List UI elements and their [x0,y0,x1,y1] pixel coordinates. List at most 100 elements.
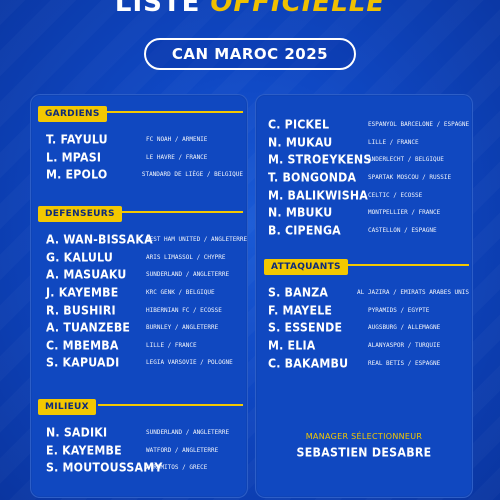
player-name: S. ESSENDE [268,320,343,336]
player-row: A. WAN-BISSAKA WEST HAM UNITED / ANGLETE… [38,231,247,249]
section-milieux-continued: C. PICKEL ESPANYOL BARCELONE / ESPAGNE N… [260,110,470,239]
player-name: M. STROEYKENS [268,152,372,168]
player-row: G. KALULU ARIS LIMASSOL / CHYPRE [38,249,243,267]
player-row: N. SADIKI SUNDERLAND / ANGLETERRE [38,424,243,442]
section-defenseurs: DEFENSEURS A. WAN-BISSAKA WEST HAM UNITE… [38,203,247,372]
right-roster-card [255,94,473,498]
player-list: N. SADIKI SUNDERLAND / ANGLETERRE E. KAY… [38,424,243,477]
player-name: R. BUSHIRI [46,302,116,318]
player-row: S. KAPUADI LEGIA VARSOVIE / POLOGNE [38,354,243,372]
player-club: WEST HAM UNITED / ANGLETERRE [146,236,248,244]
player-row: R. BUSHIRI HIBERNIAN FC / ECOSSE [38,301,243,319]
player-name: S. MOUTOUSSAMY [46,460,163,476]
player-club: CELTIC / ECOSSE [368,191,423,199]
player-row: M. STROEYKENS ANDERLECHT / BELGIQUE [260,151,470,169]
player-club: REAL BETIS / ESPAGNE [368,359,441,367]
player-name: M. EPOLO [46,167,108,183]
section-milieux: MILIEUX N. SADIKI SUNDERLAND / ANGLETERR… [38,396,243,477]
player-row: F. MAYELE PYRAMIDS / EGYPTE [264,302,469,320]
player-name: T. FAYULU [46,132,108,148]
player-list: A. WAN-BISSAKA WEST HAM UNITED / ANGLETE… [38,231,247,372]
section-divider [102,111,243,113]
player-club: AUGSBURG / ALLEMAGNE [368,324,441,332]
player-name: J. KAYEMBE [46,285,119,301]
player-name: C. MBEMBA [46,337,119,353]
title-sub: OFFICIELLE [210,0,386,18]
player-row: M. EPOLO STANDARD DE LIÈGE / BELGIQUE [38,166,243,184]
player-club: CASTELLÓN / ESPAGNE [368,226,437,234]
player-row: N. MUKAU LILLE / FRANCE [260,134,470,152]
section-label-defenseurs: DEFENSEURS [38,206,122,222]
player-club: PYRAMIDS / EGYPTE [368,306,430,314]
player-club: STANDARD DE LIÈGE / BELGIQUE [141,171,243,179]
player-name: B. CIPENGA [268,222,341,238]
player-row: S. BANZA AL JAZIRA / EMIRATS ARABES UNIS [264,284,469,302]
manager-name: SEBASTIEN DESABRE [296,445,432,460]
player-club: LE HAVRE / FRANCE [146,153,208,161]
player-row: A. MASUAKU SUNDERLAND / ANGLETERRE [38,266,243,284]
page-title: LISTE OFFICIELLE [0,0,500,18]
player-name: N. MUKAU [268,134,333,150]
player-row: B. CIPENGA CASTELLÓN / ESPAGNE [260,222,470,240]
section-divider [348,264,469,266]
player-name: G. KALULU [46,249,113,265]
player-club: HIBERNIAN FC / ECOSSE [146,306,222,314]
player-club: ARIS LIMASSOL / CHYPRE [146,253,226,261]
player-club: MONTPELLIER / FRANCE [368,209,441,217]
player-row: J. KAYEMBE KRC GENK / BELGIQUE [38,284,243,302]
player-name: N. MBUKU [268,205,333,221]
player-row: S. ESSENDE AUGSBURG / ALLEMAGNE [264,319,469,337]
player-name: N. SADIKI [46,425,108,441]
player-club: ANDERLECHT / BELGIQUE [368,156,444,164]
title-main: LISTE [114,0,201,18]
player-row: T. FAYULU FC NOAH / ARMENIE [38,131,243,149]
player-club: KRC GENK / BELGIQUE [146,289,215,297]
player-club: SUNDERLAND / ANGLETERRE [146,429,230,437]
player-name: M. BALIKWISHA [268,187,368,203]
player-name: C. PICKEL [268,117,330,133]
player-row: E. KAYEMBE WATFORD / ANGLETERRE [38,442,243,460]
player-list: C. PICKEL ESPANYOL BARCELONE / ESPAGNE N… [260,116,470,239]
player-row: C. PICKEL ESPANYOL BARCELONE / ESPAGNE [260,116,470,134]
player-club: LILLE / FRANCE [146,341,197,349]
player-name: M. ELIA [268,338,316,354]
player-club: WATFORD / ANGLETERRE [146,446,219,454]
player-row: T. BONGONDA SPARTAK MOSCOU / RUSSIE [260,169,470,187]
player-name: T. BONGONDA [268,170,357,186]
section-gardiens: GARDIENS T. FAYULU FC NOAH / ARMENIE L. … [38,103,243,184]
section-label-milieux: MILIEUX [38,399,96,415]
player-club: SUNDERLAND / ANGLETERRE [146,271,230,279]
player-row: S. MOUTOUSSAMY ATROMITOS / GRECE [38,459,243,477]
player-club: FC NOAH / ARMENIE [146,136,208,144]
player-row: M. ELIA ALANYASPOR / TURQUIE [264,337,469,355]
player-club: ALANYASPOR / TURQUIE [368,342,441,350]
player-club: ATROMITOS / GRECE [146,464,208,472]
player-row: C. BAKAMBU REAL BETIS / ESPAGNE [264,354,469,372]
player-name: A. MASUAKU [46,267,127,283]
player-name: S. BANZA [268,285,329,301]
left-roster-card [30,94,248,498]
player-club: SPARTAK MOSCOU / RUSSIE [368,174,452,182]
section-attaquants: ATTAQUANTS S. BANZA AL JAZIRA / EMIRATS … [264,256,469,372]
player-club: AL JAZIRA / EMIRATS ARABES UNIS [357,289,469,297]
player-club: LILLE / FRANCE [368,138,419,146]
player-club: BURNLEY / ANGLETERRE [146,324,219,332]
player-name: C. BAKAMBU [268,355,349,371]
manager-label: MANAGER SÉLECTIONNEUR [305,432,423,441]
player-name: L. MPASI [46,149,102,165]
player-name: A. TUANZEBE [46,320,131,336]
player-row: L. MPASI LE HAVRE / FRANCE [38,149,243,167]
player-name: F. MAYELE [268,302,333,318]
section-divider [122,211,243,213]
player-row: C. MBEMBA LILLE / FRANCE [38,337,243,355]
player-name: A. WAN-BISSAKA [46,232,153,248]
player-club: ESPANYOL BARCELONE / ESPAGNE [368,121,470,129]
player-row: N. MBUKU MONTPELLIER / FRANCE [260,204,470,222]
player-name: S. KAPUADI [46,355,120,371]
event-badge: CAN MAROC 2025 [144,38,356,70]
event-label: CAN MAROC 2025 [171,45,329,63]
player-list: S. BANZA AL JAZIRA / EMIRATS ARABES UNIS… [264,284,469,372]
player-row: M. BALIKWISHA CELTIC / ECOSSE [260,186,470,204]
player-list: T. FAYULU FC NOAH / ARMENIE L. MPASI LE … [38,131,243,184]
section-divider [98,404,243,406]
